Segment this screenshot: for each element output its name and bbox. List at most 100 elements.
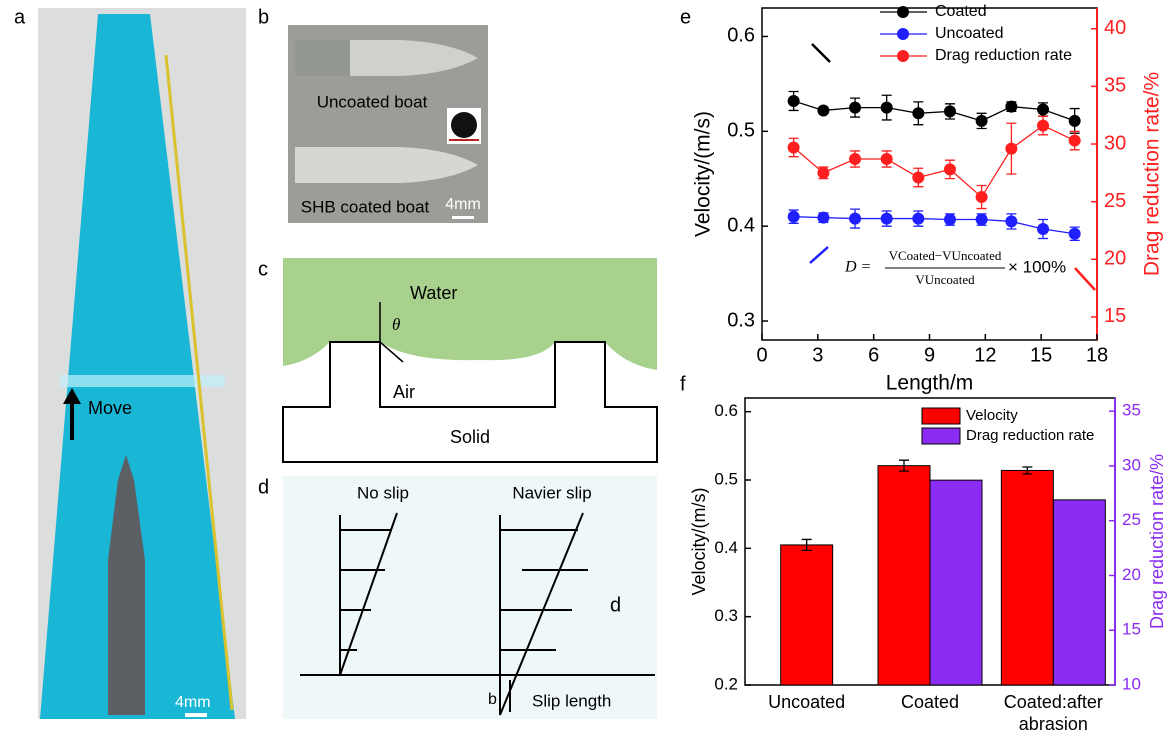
data-point bbox=[912, 107, 924, 119]
data-point bbox=[1069, 135, 1081, 147]
data-point bbox=[1037, 223, 1049, 235]
bar bbox=[781, 545, 833, 685]
y-tick-label: 0.5 bbox=[714, 469, 738, 488]
data-point bbox=[944, 214, 956, 226]
data-point bbox=[976, 115, 988, 127]
panel-label: d bbox=[258, 476, 269, 498]
bar bbox=[1001, 470, 1053, 685]
boat-end bbox=[295, 40, 350, 76]
y2-tick-label: 40 bbox=[1104, 17, 1126, 39]
panel-label: c bbox=[258, 258, 268, 280]
y2-tick-label: 30 bbox=[1104, 132, 1126, 154]
y2-tick-label: 20 bbox=[1122, 565, 1141, 584]
data-point bbox=[976, 214, 988, 226]
data-point bbox=[849, 102, 861, 114]
data-point bbox=[944, 163, 956, 175]
data-point bbox=[1037, 120, 1049, 132]
annotation: Move bbox=[88, 398, 132, 418]
annotation: SHB coated boat bbox=[301, 197, 430, 216]
data-point bbox=[912, 213, 924, 225]
data-point bbox=[817, 104, 829, 116]
data-point bbox=[881, 153, 893, 165]
legend-marker bbox=[897, 50, 909, 62]
scale-bar bbox=[452, 216, 474, 219]
formula: × 100% bbox=[1008, 257, 1066, 276]
trend-arrow bbox=[1075, 268, 1095, 290]
y2-tick-label: 35 bbox=[1122, 401, 1141, 420]
y2-tick-label: 15 bbox=[1122, 620, 1141, 639]
bar bbox=[878, 466, 930, 685]
y-tick-label: 0.4 bbox=[714, 538, 738, 557]
y2-axis-title: Drag reduction rate/% bbox=[1147, 454, 1167, 629]
y-tick-label: 0.6 bbox=[727, 25, 755, 47]
water-region bbox=[283, 258, 657, 370]
legend-label: Drag reduction rate bbox=[935, 47, 1072, 64]
y-tick-label: 0.3 bbox=[727, 309, 755, 331]
annotation: Water bbox=[410, 283, 457, 303]
bar bbox=[930, 480, 982, 685]
series-line bbox=[794, 217, 1075, 234]
trend-arrow bbox=[812, 44, 830, 62]
data-point bbox=[817, 167, 829, 179]
data-point bbox=[1037, 103, 1049, 115]
panel-label: a bbox=[14, 6, 26, 28]
annotation: Air bbox=[393, 382, 415, 402]
x-tick-label: Coated bbox=[865, 691, 995, 713]
formula: VCoated−VUncoated bbox=[889, 248, 1002, 263]
legend-label: Velocity bbox=[966, 407, 1018, 424]
y2-tick-label: 25 bbox=[1104, 190, 1126, 212]
y-axis-title: Velocity/(m/s) bbox=[689, 487, 709, 595]
y2-tick-label: 35 bbox=[1104, 75, 1126, 97]
y2-tick-label: 10 bbox=[1122, 674, 1141, 693]
x-tick-label: 9 bbox=[924, 344, 935, 366]
y2-axis-title: Drag reduction rate/% bbox=[1141, 72, 1164, 276]
data-point bbox=[881, 213, 893, 225]
annotation: Uncoated boat bbox=[317, 92, 428, 111]
y-tick-label: 0.4 bbox=[727, 214, 755, 236]
data-point bbox=[849, 213, 861, 225]
x-tick-label: 0 bbox=[756, 344, 767, 366]
panel-label: b bbox=[258, 6, 269, 28]
legend-label: Drag reduction rate bbox=[966, 427, 1094, 444]
droplet bbox=[451, 112, 477, 138]
scale-bar-label: 4mm bbox=[445, 196, 481, 213]
data-point bbox=[976, 191, 988, 203]
data-point bbox=[788, 141, 800, 153]
legend-marker bbox=[897, 6, 909, 18]
y-tick-label: 0.6 bbox=[714, 401, 738, 420]
legend-swatch bbox=[922, 428, 960, 444]
y2-tick-label: 20 bbox=[1104, 248, 1126, 270]
legend-label: Uncoated bbox=[935, 25, 1004, 42]
scale-bar bbox=[185, 713, 207, 717]
data-point bbox=[1069, 228, 1081, 240]
y2-tick-label: 30 bbox=[1122, 455, 1141, 474]
data-point bbox=[849, 153, 861, 165]
bar bbox=[1053, 500, 1105, 685]
x-tick-label: Uncoated bbox=[742, 691, 872, 713]
y2-tick-label: 15 bbox=[1104, 305, 1126, 327]
x-axis-title: Length/m bbox=[886, 372, 974, 395]
data-point bbox=[944, 105, 956, 117]
trend-arrow bbox=[810, 247, 828, 263]
data-point bbox=[788, 95, 800, 107]
legend-label: Coated bbox=[935, 3, 987, 20]
series-line bbox=[794, 126, 1075, 197]
data-point bbox=[1005, 143, 1017, 155]
legend-marker bbox=[897, 28, 909, 40]
x-tick-label: 3 bbox=[812, 344, 823, 366]
panel-label: e bbox=[680, 6, 691, 28]
annotation: Solid bbox=[450, 427, 490, 447]
annotation: θ bbox=[392, 315, 400, 334]
series-line bbox=[794, 101, 1075, 121]
x-tick-label: 18 bbox=[1086, 344, 1108, 366]
data-point bbox=[788, 211, 800, 223]
annotation: b bbox=[488, 691, 497, 708]
panel-label: f bbox=[680, 373, 686, 395]
x-tick-label: 15 bbox=[1030, 344, 1052, 366]
y-tick-label: 0.3 bbox=[714, 606, 738, 625]
page: a Move 4mm b Uncoated boat SHB coated bo… bbox=[0, 0, 1170, 719]
annotation: d bbox=[610, 594, 621, 616]
data-point bbox=[1005, 215, 1017, 227]
data-point bbox=[817, 212, 829, 224]
legend-swatch bbox=[922, 408, 960, 424]
